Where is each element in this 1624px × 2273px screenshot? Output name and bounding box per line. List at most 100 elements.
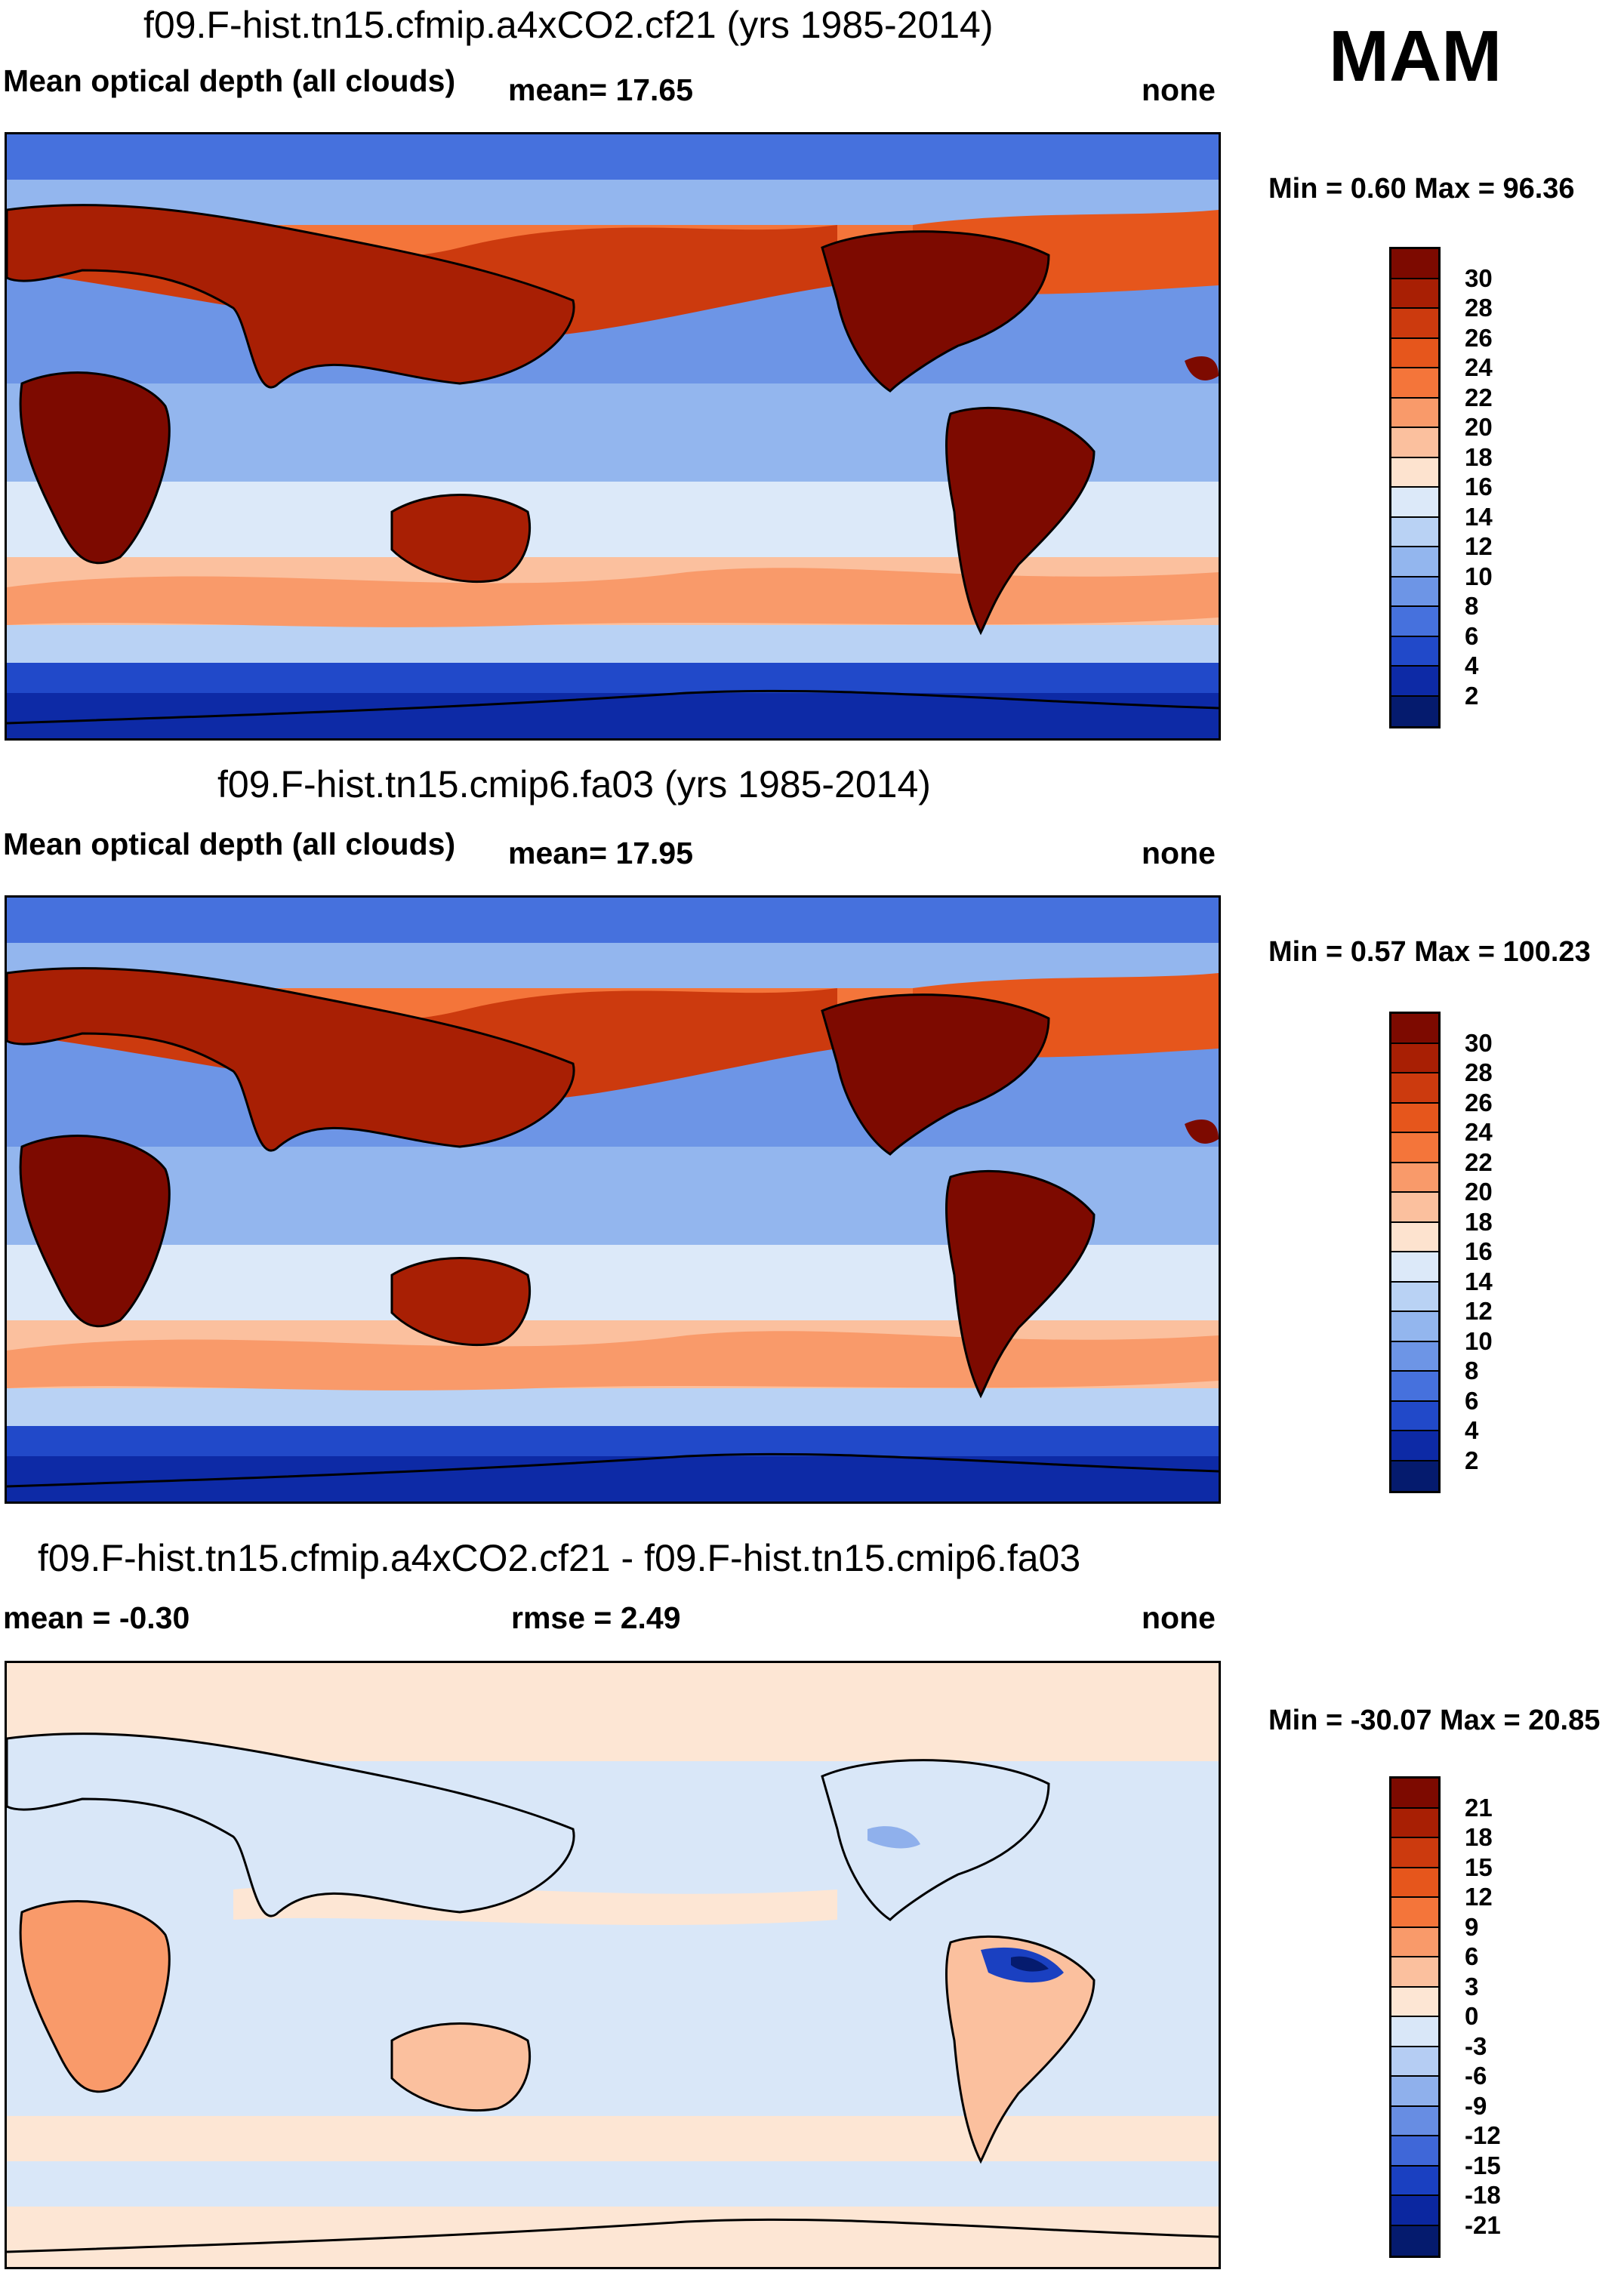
colorbar-swatch [1391,279,1438,309]
panel3-rmse: rmse = 2.49 [511,1600,681,1635]
colorbar-tick-label: 14 [1465,1267,1493,1295]
panel2-title: f09.F-hist.tn15.cmip6.fa03 (yrs 1985-201… [217,763,931,805]
colorbar-swatch [1391,2166,1438,2196]
antarctica-shape [7,2218,1219,2253]
panel1-units: none [1142,72,1216,107]
colorbar-tick-label: 12 [1465,1883,1493,1911]
colorbar-tick-label: 22 [1465,383,1493,411]
panel2-map-svg [7,898,1219,1501]
colorbar-tick-label: 9 [1465,1912,1479,1941]
colorbar-swatch [1391,2077,1438,2107]
north-america-shape [821,993,1050,1156]
north-america-shape [821,1759,1050,1921]
colorbar-tick-label: 2 [1465,1446,1479,1474]
colorbar-swatch [1391,428,1438,458]
season-label: MAM [1329,16,1502,97]
colorbar-tick-label: 22 [1465,1147,1493,1176]
colorbar-tick-label: 28 [1465,294,1493,322]
colorbar-tick-label: 6 [1465,621,1479,650]
colorbar-tick-label: 3 [1465,1972,1479,2000]
colorbar-swatch [1391,636,1438,667]
colorbar-swatch [1391,607,1438,637]
panel2-map [5,895,1221,1504]
colorbar-tick-label: -6 [1465,2062,1487,2090]
colorbar-swatch [1391,457,1438,488]
colorbar-swatch [1391,2017,1438,2047]
colorbar-swatch [1391,1401,1438,1431]
colorbar-tick-label: 4 [1465,1416,1479,1444]
colorbar-swatch [1391,1868,1438,1898]
australia-shape [390,494,532,584]
colorbar-tick-label: 6 [1465,1942,1479,1970]
colorbar-tick-label: 30 [1465,1028,1493,1057]
colorbar-swatch [1391,1927,1438,1957]
colorbar-tick-label: 10 [1465,562,1493,590]
colorbar-tick-label: 4 [1465,651,1479,679]
panel1-variable: Mean optical depth (all clouds) [3,63,456,98]
colorbar-swatch [1391,1103,1438,1133]
panel1-colorbar [1389,247,1441,728]
colorbar-tick-label: 24 [1465,353,1493,381]
colorbar-tick-label: -18 [1465,2181,1501,2209]
colorbar-tick-label: -15 [1465,2151,1501,2179]
colorbar-swatch [1391,1043,1438,1073]
africa-shape [19,1135,171,1328]
colorbar-swatch [1391,2047,1438,2077]
colorbar-tick-label: 16 [1465,1237,1493,1265]
panel1-map-svg [7,134,1219,738]
antarctica-shape [7,1452,1219,1488]
colorbar-tick-label: 26 [1465,323,1493,352]
panel2-mean: mean= 17.95 [508,836,694,870]
panel3-units: none [1142,1600,1216,1635]
colorbar-swatch [1391,1014,1438,1044]
panel3-map [5,1661,1221,2269]
colorbar-tick-label: 12 [1465,532,1493,560]
antarctica-shape [7,689,1219,725]
colorbar-swatch [1391,1282,1438,1312]
colorbar-swatch [1391,338,1438,368]
colorbar-tick-label: 16 [1465,473,1493,500]
colorbar-tick-label: 10 [1465,1326,1493,1355]
colorbar-tick-label: 20 [1465,1178,1493,1206]
colorbar-tick-label: 18 [1465,1823,1493,1851]
colorbar-swatch [1391,1431,1438,1461]
colorbar-swatch [1391,309,1438,339]
panel1-minmax: Min = 0.60 Max = 96.36 [1268,173,1575,205]
colorbar-swatch [1391,1163,1438,1193]
colorbar-swatch [1391,517,1438,547]
panel1-title: f09.F-hist.tn15.cfmip.a4xCO2.cf21 (yrs 1… [143,4,994,46]
panel2-minmax: Min = 0.57 Max = 100.23 [1268,936,1591,968]
colorbar-tick-label: 28 [1465,1058,1493,1086]
colorbar-tick-label: 20 [1465,413,1493,441]
panel3-minmax: Min = -30.07 Max = 20.85 [1268,1705,1601,1736]
colorbar-tick-label: 6 [1465,1386,1479,1415]
colorbar-tick-label: -12 [1465,2121,1501,2149]
colorbar-swatch [1391,488,1438,518]
eurasia-shape [7,204,575,389]
colorbar-swatch [1391,2106,1438,2136]
panel3-colorbar [1389,1776,1441,2258]
colorbar-swatch [1391,577,1438,607]
colorbar-swatch [1391,1073,1438,1104]
panel1-mean: mean= 17.65 [508,72,694,107]
colorbar-tick-label: 21 [1465,1793,1493,1822]
panel3-title: f09.F-hist.tn15.cfmip.a4xCO2.cf21 - f09.… [38,1537,1081,1579]
colorbar-swatch [1391,249,1438,279]
south-america-shape [945,406,1096,636]
colorbar-swatch [1391,2196,1438,2226]
colorbar-swatch [1391,1957,1438,1988]
panel1-map [5,132,1221,741]
colorbar-tick-label: 24 [1465,1118,1493,1146]
colorbar-swatch [1391,547,1438,577]
colorbar-swatch [1391,398,1438,428]
colorbar-swatch [1391,2225,1438,2256]
colorbar-tick-label: 8 [1465,592,1479,620]
colorbar-tick-label: 12 [1465,1297,1493,1325]
colorbar-swatch [1391,667,1438,697]
australia-shape [390,2022,532,2112]
eurasia-shape [7,1732,575,1917]
colorbar-swatch [1391,1252,1438,1283]
south-america-shape [945,1169,1096,1399]
colorbar-tick-label: -9 [1465,2091,1487,2120]
colorbar-swatch [1391,696,1438,726]
